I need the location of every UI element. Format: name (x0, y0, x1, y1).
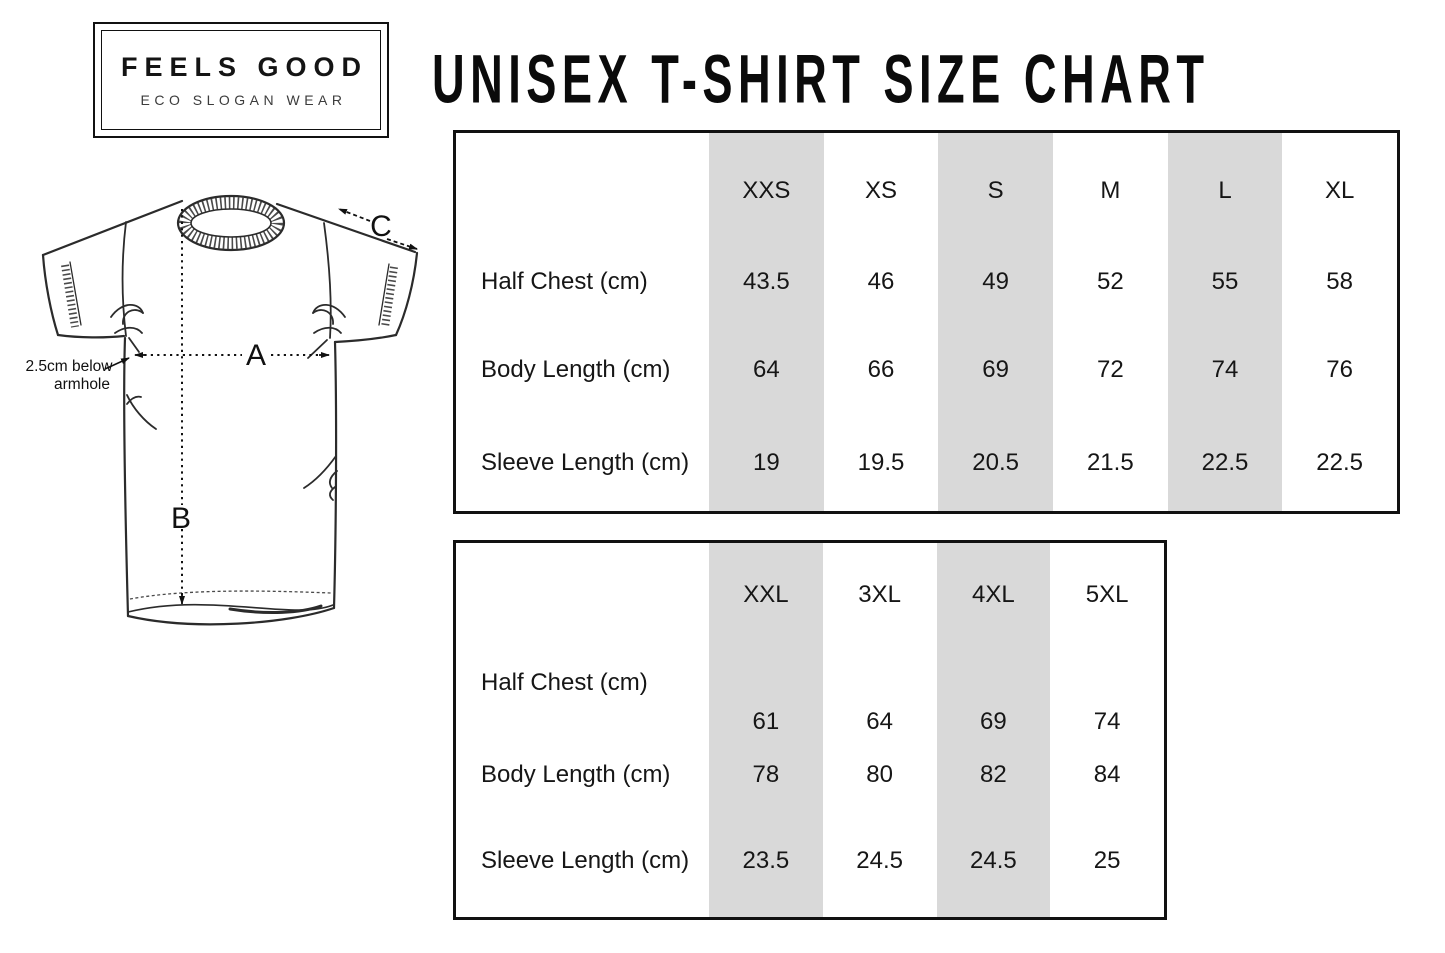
size-value: 58 (1326, 267, 1353, 295)
size-column-header: 3XL (858, 581, 901, 608)
fabric-wrinkles (110, 303, 346, 501)
size-value: 78 (709, 744, 823, 805)
armhole-note-line2: armhole (54, 376, 110, 393)
size-value: 22.5 (1167, 414, 1283, 511)
size-value: 46 (867, 267, 895, 295)
size-column-header: XS (864, 177, 897, 204)
size-value: 22.5 (1316, 448, 1364, 476)
size-value: 55 (1167, 237, 1283, 326)
size-value: 23.5 (709, 805, 823, 917)
size-value: 24.5 (856, 847, 903, 874)
size-column-header: XXL (709, 543, 823, 647)
size-column-header: L (1167, 133, 1283, 237)
row-label: Sleeve Length (cm) (481, 448, 690, 476)
size-value: 82 (936, 744, 1051, 805)
row-label: Half Chest (cm) (481, 669, 648, 696)
size-value: 19 (709, 414, 824, 511)
size-value: 49 (938, 237, 1053, 326)
brand-name: FEELS GOOD (120, 52, 369, 82)
size-value: 43.5 (709, 237, 824, 326)
size-value: 61 (709, 647, 823, 744)
measurement-label-b: B (171, 502, 191, 535)
armhole-note-line1: 2.5cm below (25, 358, 113, 375)
size-column-header: M (1100, 177, 1121, 204)
size-column-header: S (938, 133, 1053, 237)
brand-logo-box: FEELS GOOD ECO SLOGAN WEAR (93, 22, 389, 138)
size-table-xxs-xl: XXS XS S M L XL Half Chest (cm) 43.5 46 … (453, 130, 1400, 514)
size-value: 25 (1093, 847, 1121, 874)
size-value: 64 (709, 326, 824, 414)
size-value: 76 (1326, 356, 1353, 383)
size-value: 74 (1167, 326, 1283, 414)
size-column-header: 4XL (936, 543, 1051, 647)
size-value: 80 (866, 760, 893, 788)
row-label: Body Length (cm) (481, 760, 671, 788)
page-title: UNISEX T-SHIRT SIZE CHART (432, 41, 1210, 118)
size-value: 69 (938, 326, 1053, 414)
size-column-header: XL (1324, 177, 1355, 204)
corner-cell (456, 543, 709, 647)
size-value: 52 (1096, 267, 1124, 295)
size-table-xxl-5xl: XXL 3XL 4XL 5XL Half Chest (cm) 61 64 69… (453, 540, 1167, 920)
row-label: Sleeve Length (cm) (481, 847, 690, 874)
size-value: 84 (1093, 760, 1121, 788)
size-value: 24.5 (936, 805, 1051, 917)
row-label: Half Chest (cm) (481, 267, 648, 295)
size-value: 64 (866, 708, 893, 735)
row-label: Body Length (cm) (481, 356, 671, 383)
rib-texture (61, 197, 398, 600)
tshirt-outline (41, 199, 419, 626)
size-value: 66 (867, 356, 895, 383)
size-value: 72 (1096, 356, 1124, 383)
measurement-label-c: C (370, 210, 392, 243)
collar-outline (176, 194, 286, 252)
size-column-header: XXS (709, 133, 824, 237)
measurement-label-a: A (246, 339, 266, 372)
size-value: 21.5 (1086, 448, 1134, 476)
measurement-lines (104, 208, 418, 605)
size-column-header: 5XL (1085, 581, 1129, 608)
size-value: 20.5 (938, 414, 1053, 511)
size-value: 19.5 (857, 448, 905, 476)
corner-cell (456, 133, 709, 237)
size-value: 69 (936, 647, 1051, 744)
brand-logo-inner-frame: FEELS GOOD ECO SLOGAN WEAR (101, 30, 381, 130)
size-value: 74 (1093, 708, 1121, 735)
tshirt-measurement-diagram: A B C 2.5cm below armhole (25, 194, 419, 626)
brand-tagline: ECO SLOGAN WEAR (140, 92, 347, 108)
